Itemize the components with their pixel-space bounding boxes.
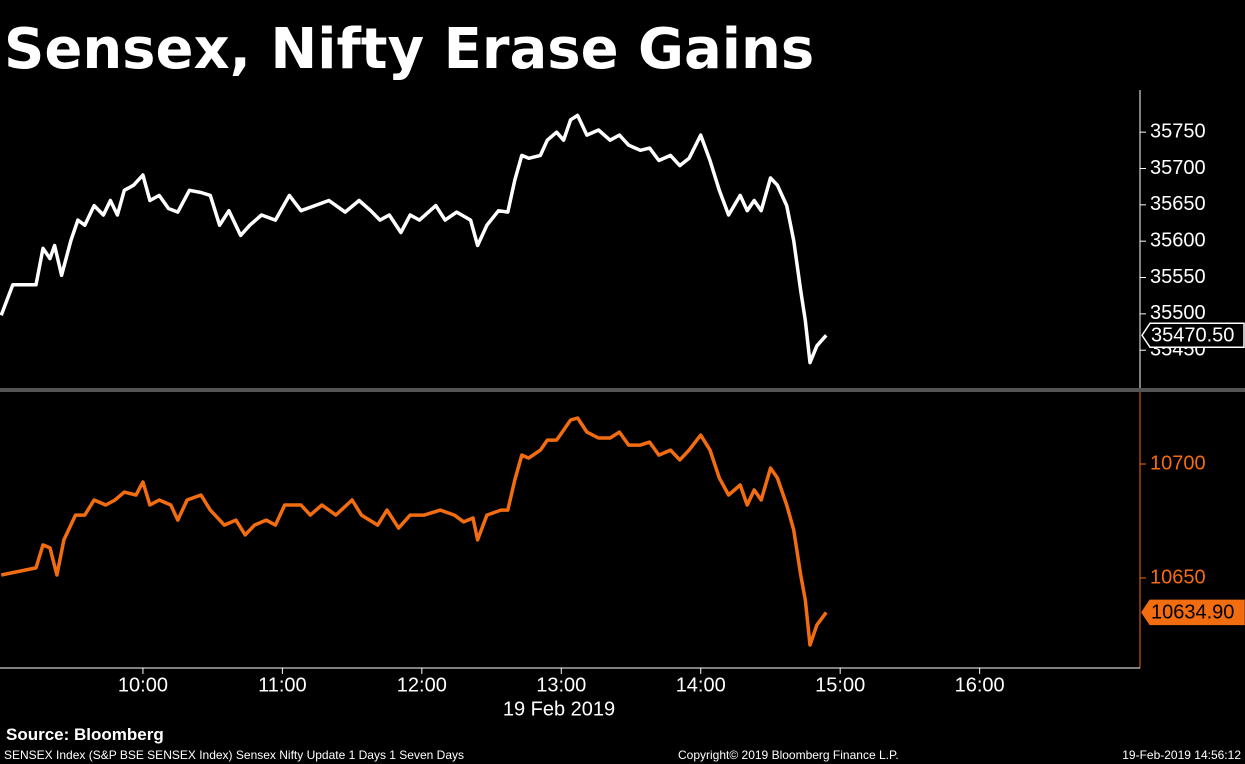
- last-value-label: 35470.50: [1151, 325, 1234, 347]
- footer-description: SENSEX Index (S&P BSE SENSEX Index) Sens…: [4, 748, 464, 762]
- last-value-box: [1141, 322, 1245, 349]
- panel-separator: [0, 388, 1245, 392]
- y-tick-label: 35550: [1150, 266, 1206, 288]
- source: Source: Bloomberg: [6, 725, 164, 744]
- y-tick-label: 35500: [1150, 302, 1206, 324]
- y-tick-label: 35650: [1150, 193, 1206, 215]
- x-tick-label: 14:00: [676, 674, 726, 696]
- x-tick-label: 15:00: [815, 674, 865, 696]
- x-tick-label: 16:00: [955, 674, 1005, 696]
- y-tick-label: 10700: [1150, 452, 1206, 474]
- y-tick-label: 10650: [1150, 566, 1206, 588]
- footer-timestamp: 19-Feb-2019 14:56:12: [1122, 748, 1241, 762]
- y-tick-label: 35600: [1150, 229, 1206, 251]
- last-value-box: [1141, 599, 1245, 626]
- x-tick-label: 13:00: [536, 674, 586, 696]
- footer-copyright: Copyright© 2019 Bloomberg Finance L.P.: [678, 748, 899, 762]
- last-value-label: 10634.90: [1151, 602, 1234, 624]
- y-tick-label: 35750: [1150, 120, 1206, 142]
- price-line: [0, 416, 828, 647]
- chart-title: Sensex, Nifty Erase Gains: [4, 17, 814, 82]
- x-tick-label: 10:00: [118, 674, 168, 696]
- x-tick-label: 12:00: [397, 674, 447, 696]
- price-line: [0, 113, 828, 365]
- x-tick-label: 11:00: [258, 674, 307, 696]
- y-tick-label: 35700: [1150, 157, 1206, 179]
- x-axis-date: 19 Feb 2019: [503, 698, 615, 720]
